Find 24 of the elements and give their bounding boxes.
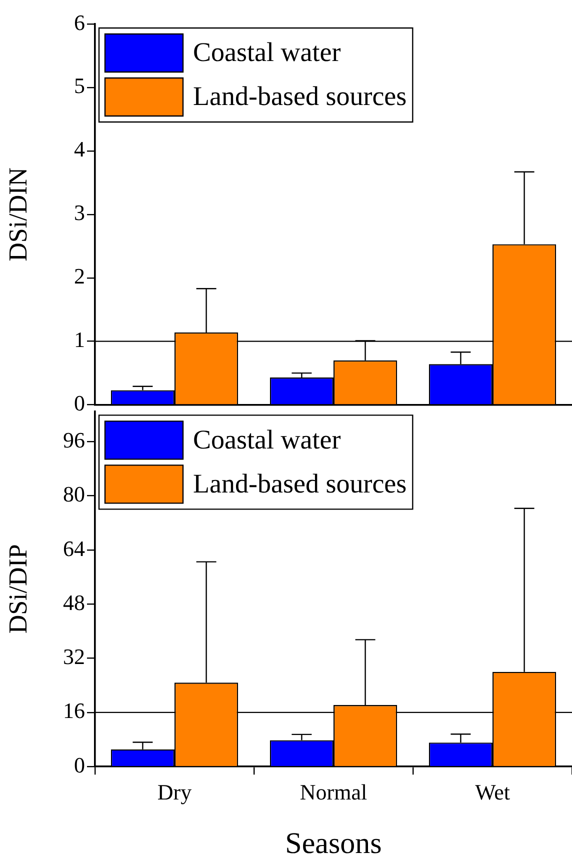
y-tick-label: 48 bbox=[63, 590, 85, 615]
y-axis-title: DSi/DIP bbox=[3, 544, 32, 634]
legend-label: Land-based sources bbox=[193, 81, 407, 112]
x-tick-label: Normal bbox=[300, 780, 368, 805]
y-tick-label: 80 bbox=[63, 482, 85, 507]
y-tick-label: 2 bbox=[74, 264, 85, 289]
y-tick-label: 96 bbox=[63, 427, 85, 452]
y-tick-label: 64 bbox=[63, 536, 85, 561]
legend-label: Coastal water bbox=[193, 424, 341, 454]
y-axis-title: DSi/DIN bbox=[3, 167, 32, 262]
y-tick-label: 0 bbox=[74, 390, 85, 416]
y-tick-label: 0 bbox=[74, 752, 85, 778]
y-tick-label: 16 bbox=[63, 698, 85, 724]
legend-label: Coastal water bbox=[193, 37, 341, 68]
legend-label: Land-based sources bbox=[193, 468, 407, 498]
y-tick-label: 3 bbox=[74, 200, 85, 226]
x-axis-title: Seasons bbox=[285, 826, 382, 860]
x-tick-label: Dry bbox=[157, 780, 192, 805]
y-tick-label: 1 bbox=[74, 327, 85, 352]
y-tick-label: 5 bbox=[74, 73, 85, 98]
y-tick-label: 6 bbox=[74, 10, 85, 35]
x-tick-label: Wet bbox=[475, 780, 510, 805]
y-tick-label: 32 bbox=[63, 644, 85, 670]
y-tick-label: 4 bbox=[74, 136, 85, 162]
